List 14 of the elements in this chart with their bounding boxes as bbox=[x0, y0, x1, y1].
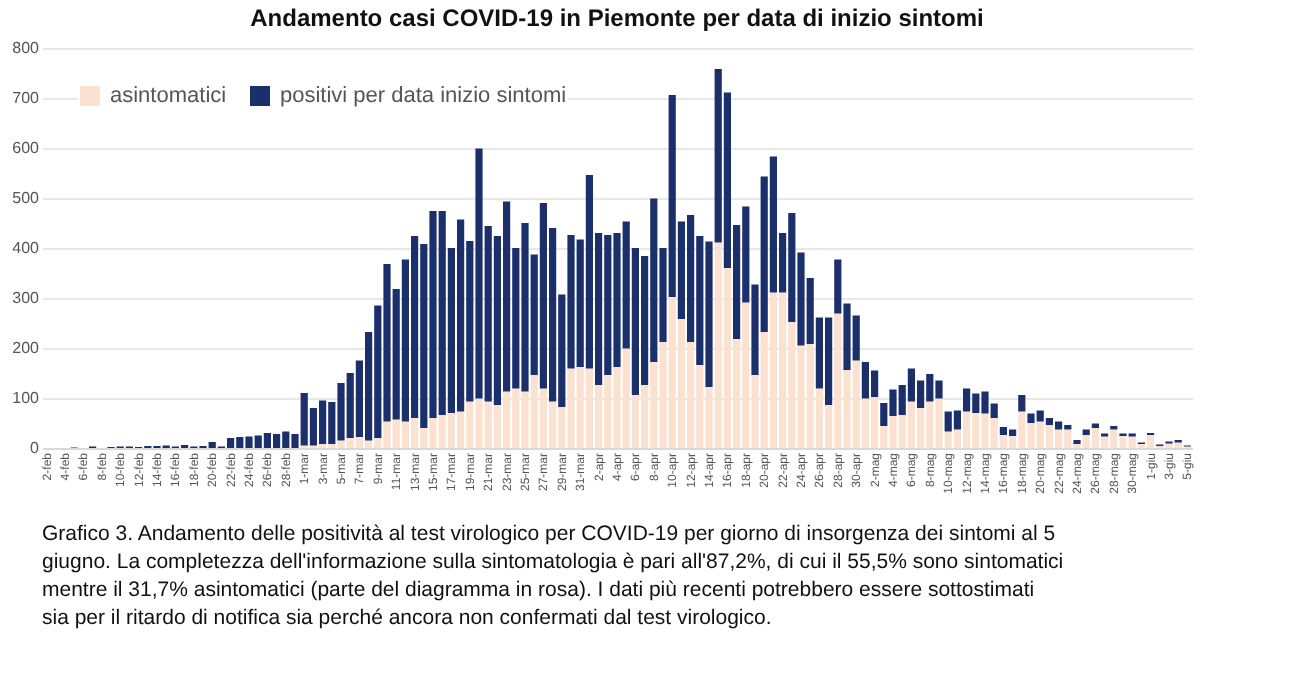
chart-title: Andamento casi COVID-19 in Piemonte per data di inizio sintomi bbox=[250, 4, 984, 32]
legend-label: asintomatici bbox=[110, 84, 227, 108]
y-tick-label: 600 bbox=[12, 139, 41, 157]
y-tick-label: 100 bbox=[12, 389, 41, 407]
legend-label: positivi per data inizio sintomi bbox=[280, 84, 567, 108]
y-tick-label: 200 bbox=[12, 339, 41, 357]
y-tick-label: 500 bbox=[12, 189, 41, 207]
bar bbox=[1018, 395, 1026, 412]
y-tick-label: 0 bbox=[30, 439, 41, 457]
y-tick-label: 800 bbox=[12, 39, 41, 57]
text: Grafico 3. Andamento delle positività al test virologico per COVID-19 per giorno di insorgenza dei sintomi al 5 giugno. La completezza dell'informazione sulla sintomatologia è pari all'87,2%, di cui il 55,5% sono sintomatici mentre il 31,7% asintomatici (parte del diagramma in rosa). I dati più recenti potrebbero essere sottostimati sia per il ritardo di notifica sia perché ancora non confermati dal test virologico. bbox=[42, 522, 1064, 630]
y-tick-label: 400 bbox=[12, 239, 41, 257]
y-tick-label: 700 bbox=[12, 89, 41, 107]
y-tick-label: 300 bbox=[12, 289, 41, 307]
